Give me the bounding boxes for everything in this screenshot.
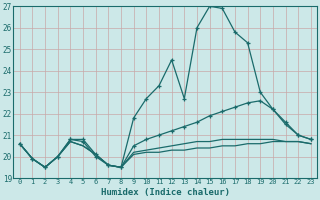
X-axis label: Humidex (Indice chaleur): Humidex (Indice chaleur)	[101, 188, 230, 197]
